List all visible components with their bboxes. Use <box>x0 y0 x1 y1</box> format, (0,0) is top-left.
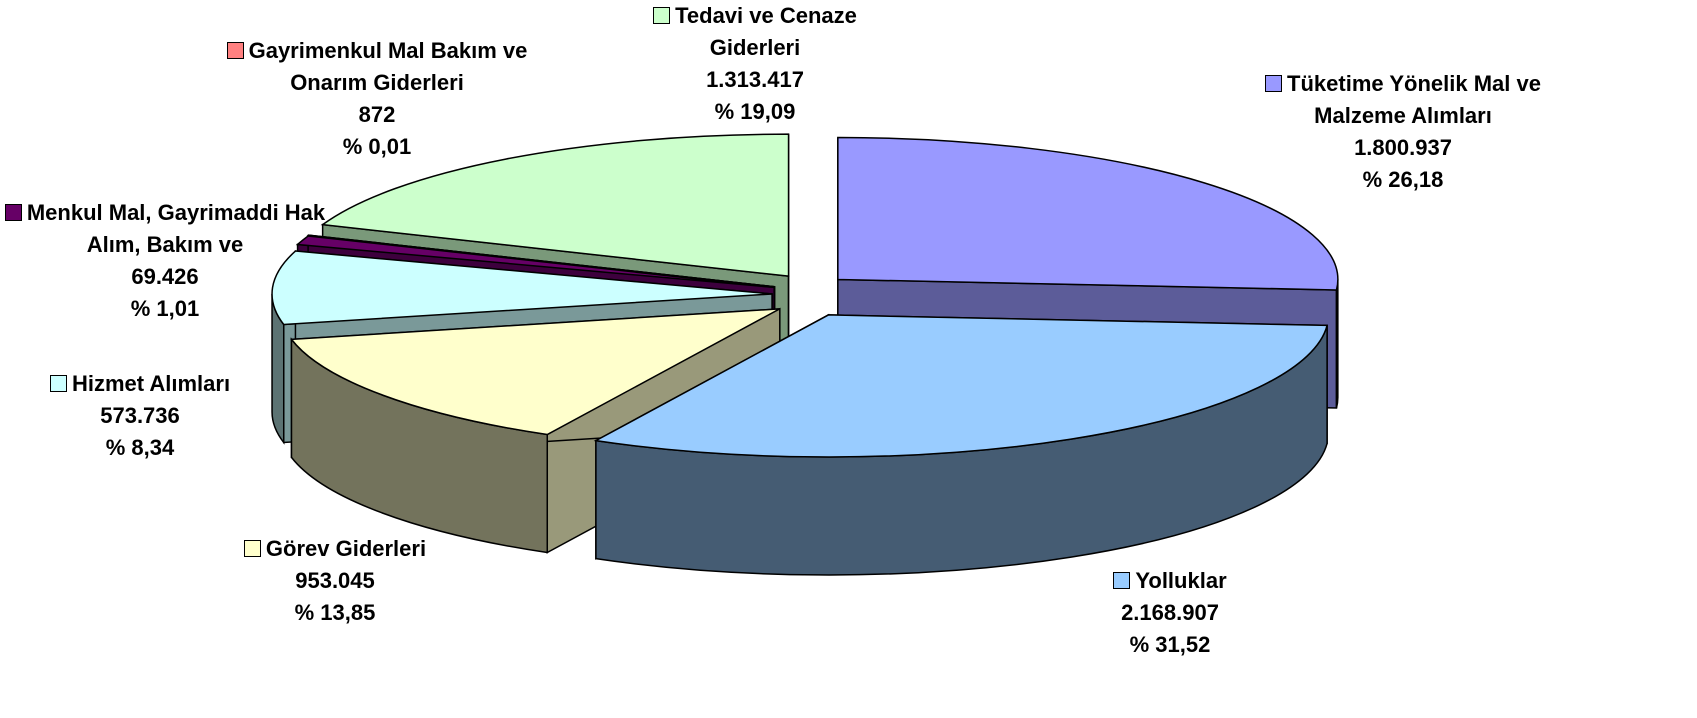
slice-top <box>837 136 1339 291</box>
category-label: Tedavi ve Cenaze Giderleri <box>675 3 857 60</box>
legend-swatch <box>1113 572 1131 589</box>
legend-swatch <box>49 375 67 392</box>
category-label: Menkul Mal, Gayrimaddi Hak Alım, Bakım v… <box>26 200 326 257</box>
data-label: Görev Giderleri 953.045 % 13,85 <box>205 533 465 629</box>
percent-label: % 19,09 <box>714 99 796 124</box>
legend-entry: Hizmet Alımları <box>20 368 260 400</box>
value-label: 573.736 <box>100 403 180 428</box>
percent-label: % 1,01 <box>130 296 200 321</box>
category-label: Yolluklar <box>1135 568 1227 593</box>
percent-label: % 31,52 <box>1129 632 1211 657</box>
category-label: Gayrimenkul Mal Bakım ve Onarım Giderler… <box>248 38 528 95</box>
value-label: 872 <box>358 102 396 127</box>
data-label: Hizmet Alımları 573.736 % 8,34 <box>20 368 260 464</box>
value-label: 1.313.417 <box>706 67 804 92</box>
data-label: Yolluklar 2.168.907 % 31,52 <box>1070 565 1270 661</box>
legend-entry: Görev Giderleri <box>205 533 465 565</box>
legend-swatch <box>243 540 261 557</box>
category-label: Tüketime Yönelik Mal ve Malzeme Alımları <box>1287 71 1541 128</box>
legend-swatch <box>4 204 22 221</box>
slice-top <box>290 308 781 436</box>
legend-entry: Tüketime Yönelik Mal ve Malzeme Alımları <box>1228 68 1578 132</box>
legend-swatch <box>226 42 244 59</box>
category-label: Görev Giderleri <box>265 536 427 561</box>
percent-label: % 0,01 <box>342 134 412 159</box>
legend-entry: Gayrimenkul Mal Bakım ve Onarım Giderler… <box>222 35 532 99</box>
value-label: 2.168.907 <box>1121 600 1219 625</box>
legend-entry: Yolluklar <box>1070 565 1270 597</box>
slice-top <box>593 314 1329 458</box>
percent-label: % 13,85 <box>294 600 376 625</box>
percent-label: % 26,18 <box>1362 167 1444 192</box>
data-label: Tedavi ve Cenaze Giderleri 1.313.417 % 19,… <box>625 0 885 128</box>
category-label: Hizmet Alımları <box>71 371 231 396</box>
slice-side <box>1335 279 1339 409</box>
legend-entry: Tedavi ve Cenaze Giderleri <box>625 0 885 64</box>
legend-swatch <box>653 7 671 24</box>
value-label: 1.800.937 <box>1354 135 1452 160</box>
slice-top <box>271 250 773 326</box>
data-label: Menkul Mal, Gayrimaddi Hak Alım, Bakım v… <box>0 197 330 325</box>
data-label: Gayrimenkul Mal Bakım ve Onarım Giderler… <box>222 35 532 163</box>
legend-swatch <box>1265 75 1283 92</box>
data-label: Tüketime Yönelik Mal ve Malzeme Alımları… <box>1228 68 1578 196</box>
slice-top <box>320 133 790 278</box>
value-label: 69.426 <box>131 264 199 289</box>
slice-top <box>295 235 775 289</box>
legend-entry: Menkul Mal, Gayrimaddi Hak Alım, Bakım v… <box>0 197 330 261</box>
percent-label: % 8,34 <box>105 435 175 460</box>
value-label: 953.045 <box>295 568 375 593</box>
